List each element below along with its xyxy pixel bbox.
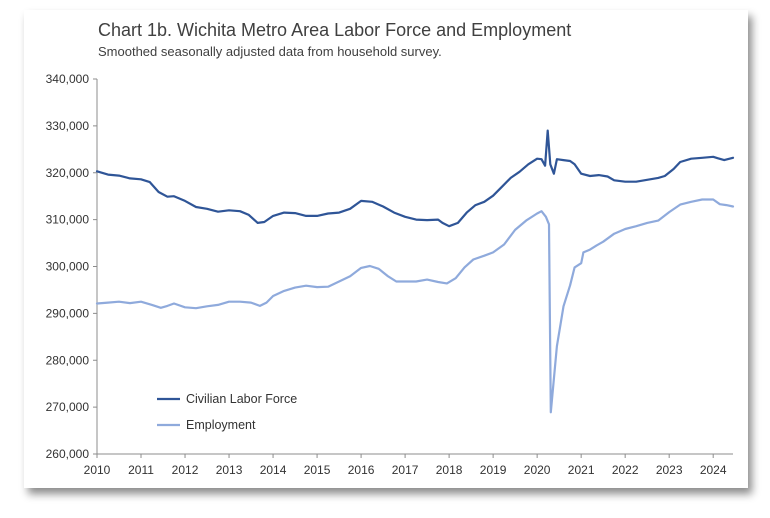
y-tick-label: 270,000 <box>46 400 90 414</box>
y-tick-label: 340,000 <box>46 72 90 86</box>
chart-title: Chart 1b. Wichita Metro Area Labor Force… <box>98 20 572 40</box>
x-tick-label: 2016 <box>348 463 375 477</box>
y-axis-ticks: 260,000 270,000 280,000 290,000 300,000 310,0… <box>46 72 97 461</box>
x-tick-label: 2020 <box>524 463 551 477</box>
x-tick-label: 2024 <box>700 463 727 477</box>
y-tick-label: 260,000 <box>46 447 90 461</box>
series-line-employment <box>95 198 735 414</box>
y-tick-label: 330,000 <box>46 119 90 133</box>
x-tick-label: 2015 <box>304 463 331 477</box>
x-tick-label: 2023 <box>656 463 683 477</box>
y-tick-label: 300,000 <box>46 260 90 274</box>
chart-series <box>95 129 735 414</box>
x-tick-label: 2013 <box>216 463 243 477</box>
x-tick-label: 2018 <box>436 463 463 477</box>
x-tick-label: 2021 <box>568 463 595 477</box>
legend-label: Employment <box>186 418 256 432</box>
x-tick-label: 2017 <box>392 463 419 477</box>
legend-label: Civilian Labor Force <box>186 392 297 406</box>
x-tick-label: 2022 <box>612 463 639 477</box>
y-tick-label: 280,000 <box>46 353 90 367</box>
x-axis-ticks: 2010 2011 2012 2013 2014 2015 2016 2017 2018 2019… <box>84 454 727 477</box>
x-tick-label: 2011 <box>128 463 154 477</box>
y-tick-label: 310,000 <box>46 213 90 227</box>
chart-subtitle: Smoothed seasonally adjusted data from h… <box>98 44 442 59</box>
x-tick-label: 2010 <box>84 463 111 477</box>
y-tick-label: 290,000 <box>46 306 90 320</box>
series-line-civilian-labor-force <box>95 129 735 228</box>
chart-legend: Civilian Labor Force Employment <box>157 392 297 432</box>
x-tick-label: 2019 <box>480 463 507 477</box>
x-tick-label: 2012 <box>172 463 199 477</box>
chart-card <box>24 10 748 488</box>
x-tick-label: 2014 <box>260 463 287 477</box>
y-tick-label: 320,000 <box>46 166 90 180</box>
